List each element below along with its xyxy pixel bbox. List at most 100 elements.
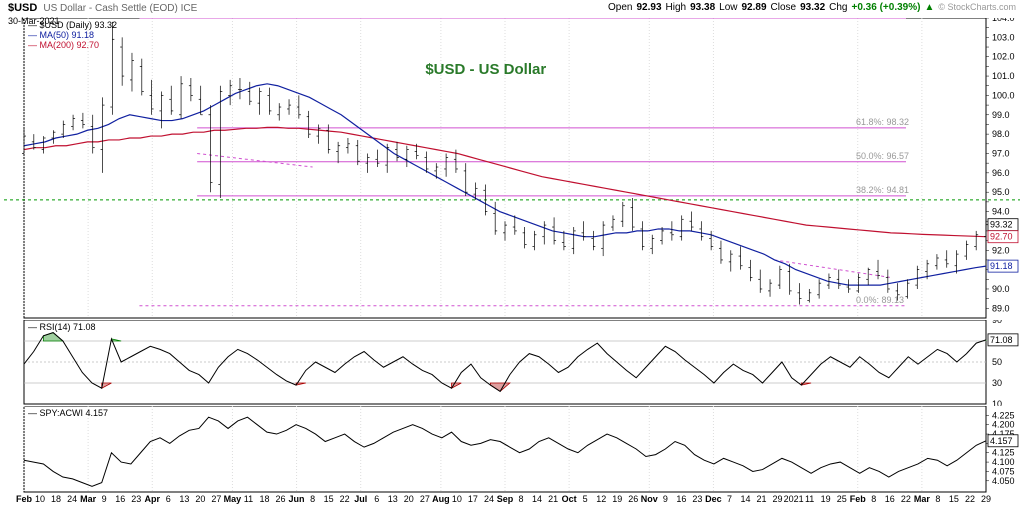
svg-text:8: 8 <box>519 494 524 504</box>
main-price-panel: Feb101824Mar91623Apr6132027May111826Jun8… <box>0 18 1024 320</box>
svg-text:4.100: 4.100 <box>992 457 1015 467</box>
svg-text:26: 26 <box>628 494 638 504</box>
svg-text:17: 17 <box>468 494 478 504</box>
svg-text:23: 23 <box>692 494 702 504</box>
low-value: 92.89 <box>742 2 767 13</box>
svg-text:— MA(200) 92.70: — MA(200) 92.70 <box>28 40 99 50</box>
svg-text:13: 13 <box>388 494 398 504</box>
high-label: High <box>666 2 687 13</box>
svg-text:29: 29 <box>773 494 783 504</box>
svg-text:2021: 2021 <box>784 494 804 504</box>
svg-text:27: 27 <box>211 494 221 504</box>
svg-text:6: 6 <box>166 494 171 504</box>
svg-text:94.0: 94.0 <box>992 207 1010 217</box>
symbol-description: US Dollar - Cash Settle (EOD) ICE <box>43 3 197 14</box>
svg-text:25: 25 <box>837 494 847 504</box>
watermark: © StockCharts.com <box>938 2 1016 12</box>
svg-text:Jul: Jul <box>354 494 367 504</box>
svg-text:22: 22 <box>340 494 350 504</box>
svg-text:8: 8 <box>935 494 940 504</box>
svg-text:16: 16 <box>676 494 686 504</box>
svg-text:4.050: 4.050 <box>992 476 1015 486</box>
svg-text:96.0: 96.0 <box>992 168 1010 178</box>
svg-text:18: 18 <box>51 494 61 504</box>
svg-text:Mar: Mar <box>80 494 97 504</box>
svg-text:98.0: 98.0 <box>992 129 1010 139</box>
svg-text:29: 29 <box>981 494 991 504</box>
svg-text:27: 27 <box>420 494 430 504</box>
svg-text:61.8%: 98.32: 61.8%: 98.32 <box>856 117 909 127</box>
svg-text:92.0: 92.0 <box>992 245 1010 255</box>
svg-text:13: 13 <box>179 494 189 504</box>
svg-text:26: 26 <box>276 494 286 504</box>
svg-text:19: 19 <box>821 494 831 504</box>
close-value: 93.32 <box>800 2 825 13</box>
chg-value: +0.36 (+0.39%) <box>852 2 921 13</box>
svg-text:100.0: 100.0 <box>992 90 1015 100</box>
svg-text:Feb: Feb <box>850 494 867 504</box>
svg-text:24: 24 <box>484 494 494 504</box>
svg-text:10: 10 <box>452 494 462 504</box>
svg-text:4.225: 4.225 <box>992 410 1015 420</box>
open-value: 92.93 <box>637 2 662 13</box>
svg-text:21: 21 <box>757 494 767 504</box>
svg-text:4.075: 4.075 <box>992 466 1015 476</box>
svg-text:90.0: 90.0 <box>992 284 1010 294</box>
ratio-panel: 4.0504.0754.1004.1254.1504.1754.2004.225… <box>0 406 1024 512</box>
svg-text:15: 15 <box>949 494 959 504</box>
svg-text:20: 20 <box>195 494 205 504</box>
svg-text:14: 14 <box>532 494 542 504</box>
svg-text:Dec: Dec <box>705 494 722 504</box>
svg-text:16: 16 <box>115 494 125 504</box>
chart-header: $USD US Dollar - Cash Settle (EOD) ICE O… <box>8 2 1016 16</box>
svg-text:4.200: 4.200 <box>992 420 1015 430</box>
svg-text:89.0: 89.0 <box>992 303 1010 313</box>
svg-text:0.0%: 89.13: 0.0%: 89.13 <box>856 295 904 305</box>
svg-text:30: 30 <box>992 378 1002 388</box>
svg-text:Feb: Feb <box>16 494 33 504</box>
svg-text:24: 24 <box>67 494 77 504</box>
svg-text:5: 5 <box>583 494 588 504</box>
svg-text:97.0: 97.0 <box>992 148 1010 158</box>
svg-text:May: May <box>224 494 242 504</box>
svg-text:9: 9 <box>102 494 107 504</box>
svg-text:10: 10 <box>992 399 1002 406</box>
svg-text:19: 19 <box>612 494 622 504</box>
svg-text:92.70: 92.70 <box>990 232 1013 242</box>
svg-text:21: 21 <box>548 494 558 504</box>
svg-text:Aug: Aug <box>432 494 450 504</box>
svg-text:10: 10 <box>35 494 45 504</box>
header-right: Open 92.93 High 93.38 Low 92.89 Close 93… <box>608 2 1016 16</box>
svg-text:Apr: Apr <box>145 494 161 504</box>
svg-text:7: 7 <box>727 494 732 504</box>
svg-text:12: 12 <box>596 494 606 504</box>
svg-text:11: 11 <box>805 494 814 504</box>
svg-text:104.0: 104.0 <box>992 18 1015 23</box>
open-label: Open <box>608 2 632 13</box>
svg-text:91.18: 91.18 <box>990 261 1013 271</box>
close-label: Close <box>771 2 797 13</box>
svg-text:$USD - US Dollar: $USD - US Dollar <box>425 61 546 78</box>
svg-text:Nov: Nov <box>641 494 658 504</box>
svg-text:8: 8 <box>310 494 315 504</box>
svg-text:99.0: 99.0 <box>992 110 1010 120</box>
svg-text:4.125: 4.125 <box>992 448 1015 458</box>
header-left: $USD US Dollar - Cash Settle (EOD) ICE <box>8 2 197 16</box>
svg-text:8: 8 <box>871 494 876 504</box>
svg-text:22: 22 <box>901 494 911 504</box>
svg-text:20: 20 <box>404 494 414 504</box>
svg-text:50: 50 <box>992 357 1002 367</box>
svg-text:16: 16 <box>885 494 895 504</box>
svg-text:Oct: Oct <box>562 494 577 504</box>
svg-text:71.08: 71.08 <box>990 335 1013 345</box>
svg-text:18: 18 <box>259 494 269 504</box>
svg-text:11: 11 <box>244 494 253 504</box>
svg-text:50.0%: 96.57: 50.0%: 96.57 <box>856 151 909 161</box>
svg-text:4.157: 4.157 <box>990 436 1013 446</box>
svg-text:90: 90 <box>992 320 1002 325</box>
svg-text:22: 22 <box>965 494 975 504</box>
low-label: Low <box>719 2 737 13</box>
svg-text:— MA(50) 91.18: — MA(50) 91.18 <box>28 30 94 40</box>
svg-text:— RSI(14) 71.08: — RSI(14) 71.08 <box>28 322 96 332</box>
symbol: $USD <box>8 2 37 14</box>
